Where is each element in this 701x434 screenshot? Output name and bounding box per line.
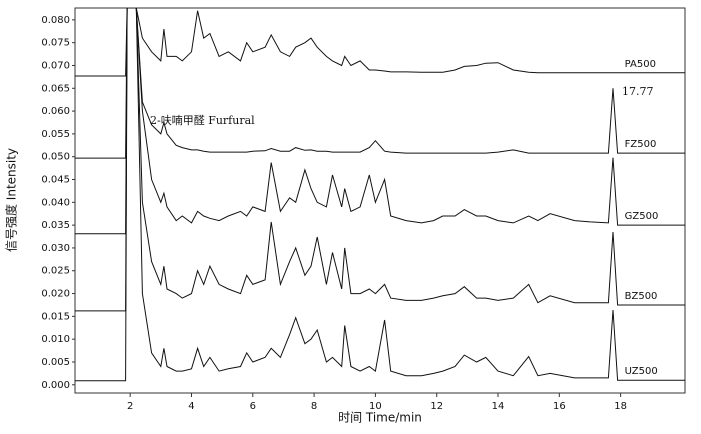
series-label: GZ500 xyxy=(625,211,659,222)
y-tick-label: 0.075 xyxy=(41,38,70,49)
y-axis-label: 信号强度 Intensity xyxy=(4,148,19,252)
y-tick-label: 0.025 xyxy=(41,266,70,277)
y-tick-label: 0.050 xyxy=(41,152,70,163)
x-tick-label: 10 xyxy=(369,401,382,412)
series-label: BZ500 xyxy=(625,291,658,302)
x-tick-label: 8 xyxy=(311,401,317,412)
y-tick-label: 0.055 xyxy=(41,129,70,140)
x-tick-label: 16 xyxy=(553,401,566,412)
y-tick-label: 0.030 xyxy=(41,243,70,254)
x-tick-label: 14 xyxy=(492,401,505,412)
x-tick-label: 4 xyxy=(188,401,194,412)
y-tick-label: 0.015 xyxy=(41,311,70,322)
trace xyxy=(75,8,685,312)
x-tick-label: 18 xyxy=(614,401,627,412)
y-tick-label: 0.040 xyxy=(41,197,70,208)
trace xyxy=(75,8,685,382)
series-label: UZ500 xyxy=(625,366,658,377)
y-tick-label: 0.045 xyxy=(41,175,70,186)
y-tick-label: 0.070 xyxy=(41,60,70,71)
y-tick-label: 0.005 xyxy=(41,357,70,368)
y-tick-label: 0.010 xyxy=(41,334,70,345)
plot-frame xyxy=(74,7,686,394)
trace xyxy=(75,8,685,77)
y-tick-label: 0.000 xyxy=(41,380,70,391)
series-label: FZ500 xyxy=(625,139,657,150)
trace xyxy=(75,8,685,159)
annotation: 17.77 xyxy=(622,85,654,98)
y-tick-label: 0.020 xyxy=(41,289,70,300)
x-axis-label: 时间 Time/min xyxy=(338,411,422,425)
y-tick-label: 0.035 xyxy=(41,220,70,231)
y-tick-label: 0.065 xyxy=(41,83,70,94)
trace xyxy=(75,8,685,235)
y-tick-label: 0.080 xyxy=(41,15,70,26)
x-tick-label: 12 xyxy=(430,401,443,412)
annotation: 2-呋喃甲醛 Furfural xyxy=(150,113,255,127)
x-tick-label: 2 xyxy=(127,401,133,412)
series-label: PA500 xyxy=(625,59,656,70)
y-tick-label: 0.060 xyxy=(41,106,70,117)
x-tick-label: 6 xyxy=(250,401,256,412)
